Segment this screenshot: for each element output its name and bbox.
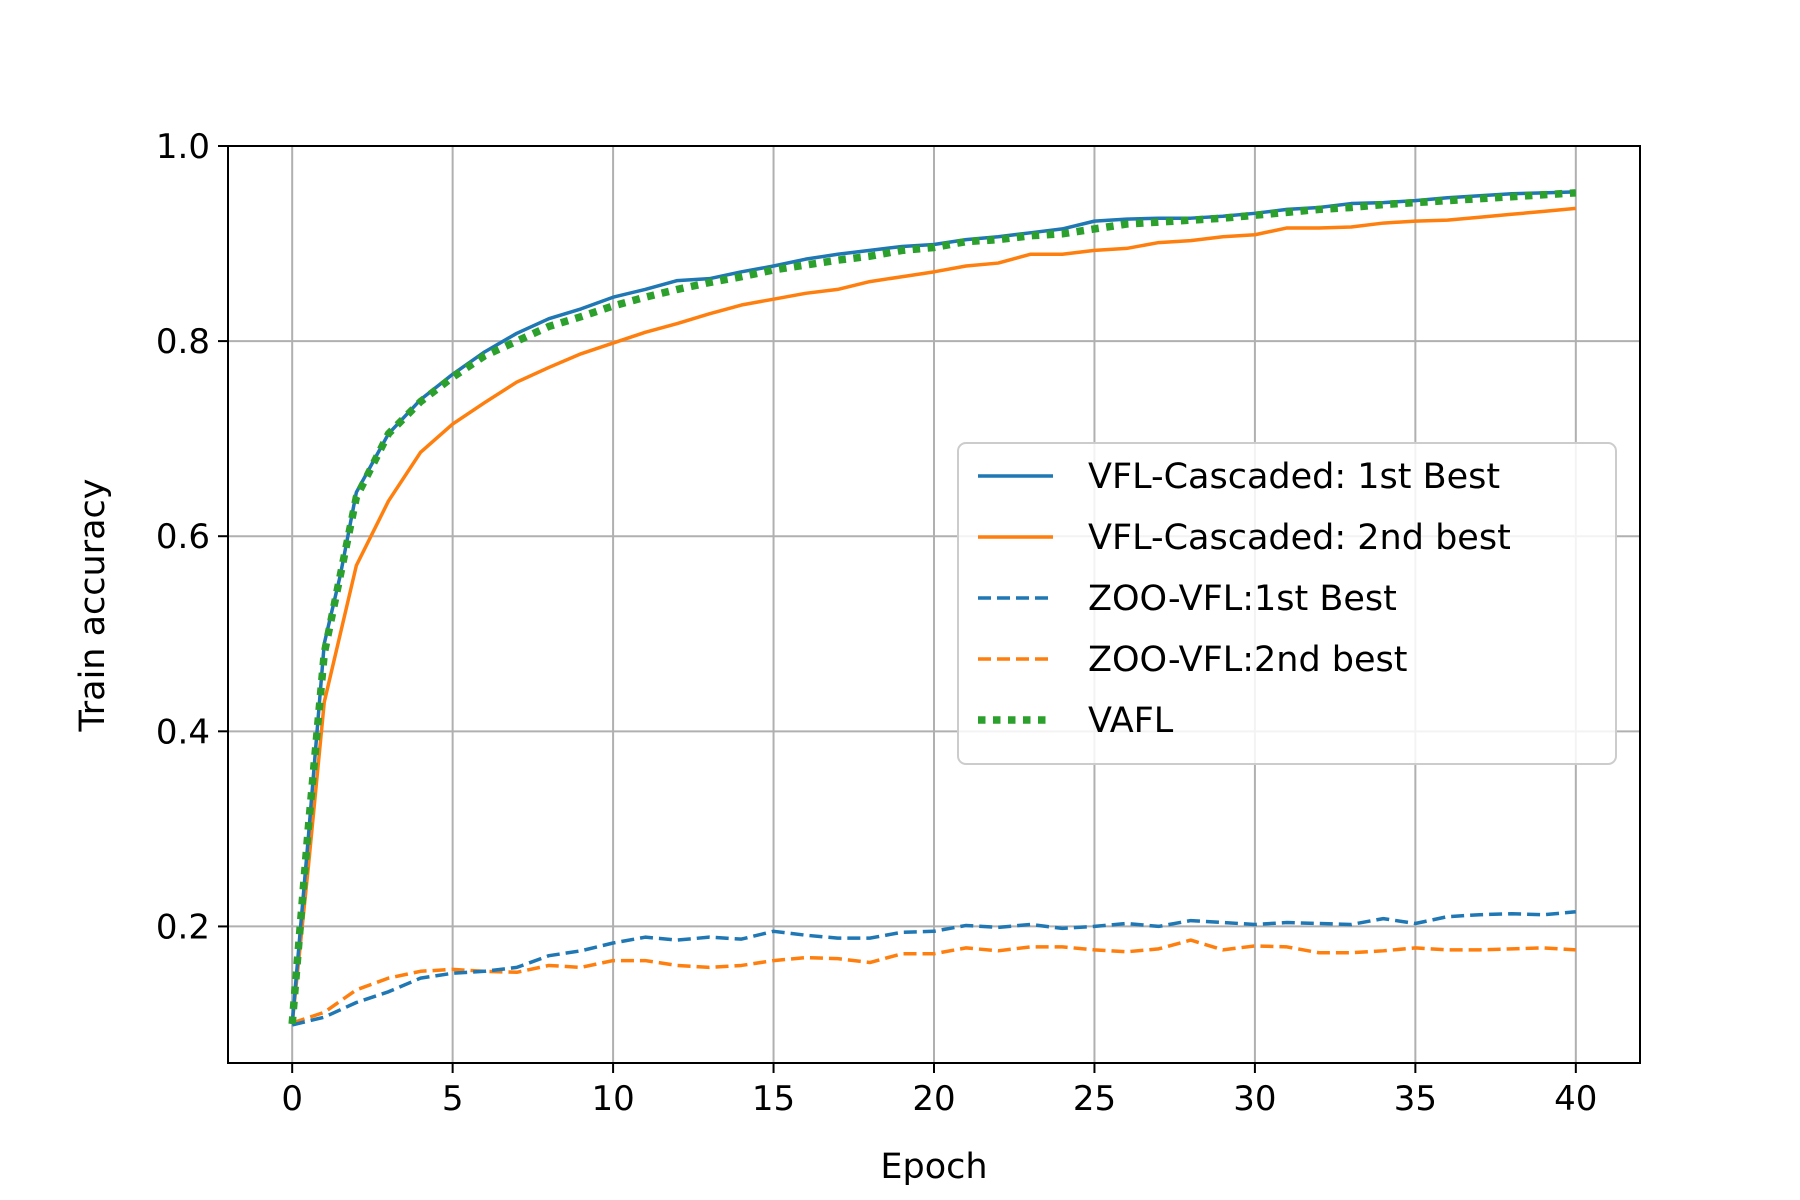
series-line-zoo-vfl-1st-best (291, 910, 1576, 1027)
series-line-vafl (288, 189, 1577, 1025)
legend: VFL-Cascaded: 1st Best VFL-Cascaded: 2nd … (957, 442, 1617, 765)
legend-box (957, 442, 1617, 765)
y-tick-label: 0.6 (156, 517, 210, 557)
x-axis-title: Epoch (880, 1147, 987, 1187)
legend-label: VFL-Cascaded: 2nd best (1088, 518, 1511, 558)
x-tick-label: 20 (912, 1079, 955, 1119)
series-line-vfl-cascaded-1st-best (290, 190, 1576, 1025)
series-group (288, 189, 1577, 1027)
series-line-zoo-vfl-2nd-best (291, 938, 1576, 1025)
x-tick-label: 15 (752, 1079, 795, 1119)
x-tick-label: 40 (1554, 1079, 1597, 1119)
y-tick-label: 0.2 (156, 907, 210, 947)
ticks: 0 5 10 15 20 25 30 35 40 0.2 0.4 0.6 0.8 1.0 (156, 127, 1598, 1119)
series-line-vfl-cascaded-2nd-best (290, 206, 1576, 1025)
y-tick-label: 0.4 (156, 712, 210, 752)
x-tick-label: 10 (591, 1079, 634, 1119)
x-tick-label: 25 (1073, 1079, 1116, 1119)
x-tick-label: 0 (281, 1079, 303, 1119)
x-tick-label: 35 (1394, 1079, 1437, 1119)
legend-label: VFL-Cascaded: 1st Best (1088, 457, 1500, 497)
x-tick-label: 30 (1233, 1079, 1276, 1119)
x-tick-label: 5 (442, 1079, 464, 1119)
y-tick-label: 1.0 (156, 127, 210, 167)
legend-label: ZOO-VFL:1st Best (1088, 579, 1397, 619)
y-tick-label: 0.8 (156, 322, 210, 362)
y-axis-title: Train accuracy (73, 478, 113, 732)
legend-label: VAFL (1088, 701, 1174, 741)
legend-label: ZOO-VFL:2nd best (1088, 640, 1408, 680)
